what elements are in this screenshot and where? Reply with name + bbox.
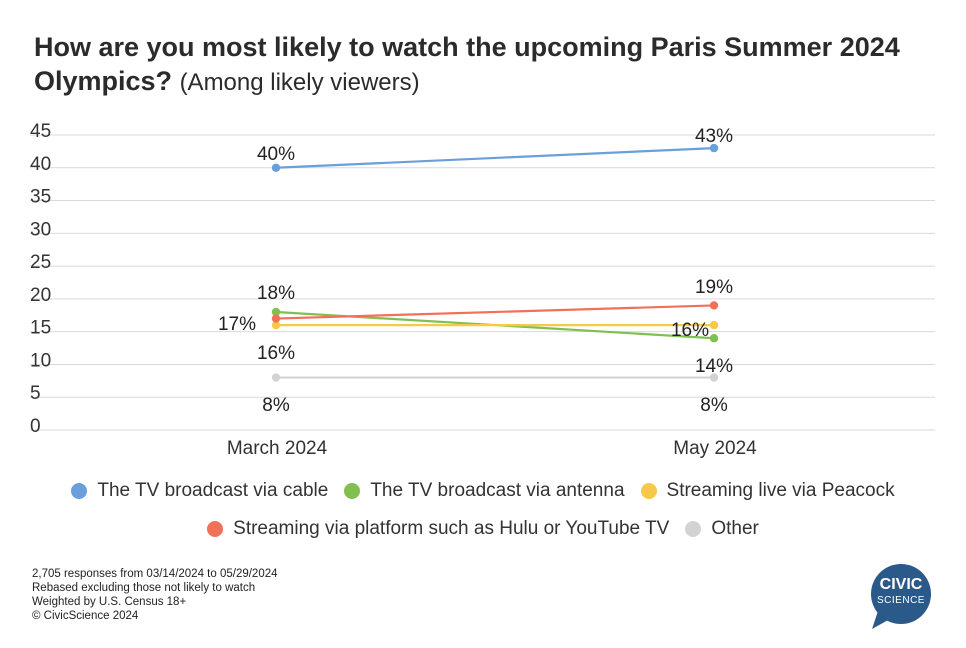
- y-tick-label: 30: [30, 219, 51, 240]
- legend-dot-hulu: [207, 521, 224, 537]
- logo-text-science: SCIENCE: [877, 595, 925, 606]
- data-label: 8%: [700, 395, 728, 416]
- legend-item-peacock: Streaming live via Peacock: [640, 480, 895, 502]
- legend-dot-peacock: [640, 483, 657, 499]
- legend-label-other: Other: [711, 518, 759, 539]
- data-label: 17%: [218, 314, 256, 335]
- y-tick-label: 5: [30, 383, 41, 404]
- legend-label-hulu: Streaming via platform such as Hulu or Y…: [233, 518, 670, 539]
- data-point: [709, 334, 719, 343]
- y-tick-label: 0: [30, 416, 41, 437]
- y-tick-label: 10: [30, 350, 51, 371]
- data-label: 16%: [257, 343, 295, 364]
- data-point: [271, 307, 281, 317]
- x-tick-label: March 2024: [227, 438, 328, 459]
- legend-dot-antenna: [344, 483, 361, 499]
- logo-badge-icon: [871, 564, 931, 629]
- data-point: [709, 373, 719, 382]
- logo-text-civic: CIVIC: [879, 576, 923, 593]
- data-label: 8%: [262, 395, 290, 416]
- legend: The TV broadcast via cable The TV broadc…: [0, 480, 966, 556]
- data-label: 43%: [695, 126, 733, 147]
- legend-item-other: Other: [685, 518, 759, 540]
- legend-row-1: The TV broadcast via cable The TV broadc…: [0, 480, 966, 502]
- footnote-weighted: Weighted by U.S. Census 18+: [32, 596, 187, 608]
- legend-dot-other: [685, 521, 702, 537]
- legend-label-peacock: Streaming live via Peacock: [666, 480, 895, 501]
- y-tick-label: 15: [30, 318, 51, 339]
- data-point: [709, 143, 719, 153]
- data-point: [709, 320, 719, 330]
- legend-row-2: Streaming via platform such as Hulu or Y…: [0, 518, 966, 540]
- series-line: [275, 304, 715, 320]
- legend-label-cable: The TV broadcast via cable: [97, 480, 329, 501]
- y-tick-label: 20: [30, 285, 51, 306]
- chart-title-main: How are you most likely to watch the upc…: [34, 32, 900, 96]
- data-label: 40%: [257, 144, 295, 165]
- legend-dot-cable: [71, 483, 88, 499]
- data-point: [709, 301, 719, 310]
- data-label: 14%: [695, 356, 733, 377]
- y-tick-label: 45: [30, 121, 51, 142]
- legend-label-antenna: The TV broadcast via antenna: [370, 480, 625, 501]
- series-line: [275, 147, 715, 169]
- legend-item-cable: The TV broadcast via cable: [71, 480, 328, 502]
- y-tick-label: 35: [30, 187, 51, 208]
- data-point: [271, 314, 281, 323]
- data-point: [271, 373, 281, 382]
- data-label: 16%: [671, 320, 709, 341]
- data-label: 18%: [257, 283, 295, 304]
- legend-item-hulu: Streaming via platform such as Hulu or Y…: [207, 518, 669, 540]
- x-tick-label: May 2024: [673, 438, 757, 459]
- legend-item-antenna: The TV broadcast via antenna: [344, 480, 625, 502]
- data-point: [271, 163, 281, 172]
- data-point: [271, 320, 281, 330]
- y-tick-label: 40: [30, 154, 51, 175]
- footnotes: 2,705 responses from 03/14/2024 to 05/29…: [32, 567, 278, 623]
- footnote-rebased: Rebased excluding those not likely to wa…: [32, 582, 256, 594]
- chart-title: How are you most likely to watch the upc…: [34, 30, 934, 100]
- footnote-responses: 2,705 responses from 03/14/2024 to 05/29…: [32, 568, 278, 580]
- line-chart: 45 40 35 30 25 20 15 10 5 0 March 2024 May 2024 40% 4…: [30, 121, 935, 459]
- footnote-copyright: © CivicScience 2024: [32, 610, 139, 622]
- data-label: 19%: [695, 277, 733, 298]
- civicscience-logo: CIVIC SCIENCE: [870, 563, 932, 629]
- y-tick-label: 25: [30, 252, 51, 273]
- chart-subtitle: (Among likely viewers): [179, 69, 420, 96]
